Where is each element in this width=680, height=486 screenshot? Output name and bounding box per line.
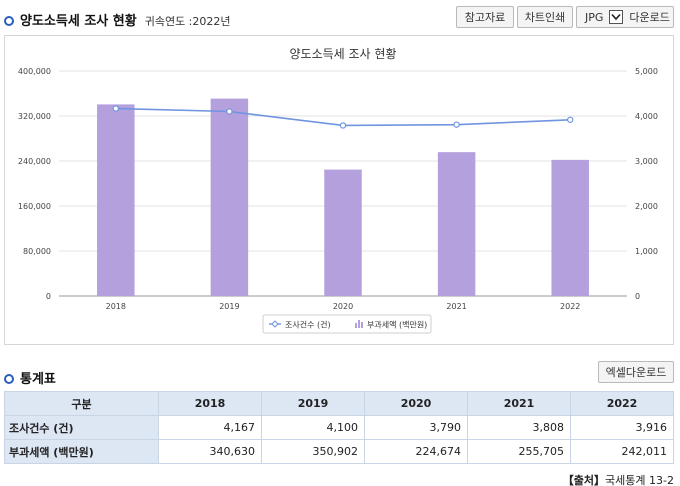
y-right-tick-label: 1,000 (635, 247, 658, 256)
table-header-row: 구분 2018 2019 2020 2021 2022 (4, 391, 674, 416)
row-label: 부과세액 (백만원) (4, 439, 159, 464)
table-cell: 340,630 (158, 439, 262, 464)
chart-bar (210, 98, 249, 296)
source-note: 【출처】국세통계 13-2 (563, 472, 674, 486)
y-right-tick-label: 0 (635, 292, 640, 301)
year-label: 귀속연도 :2022년 (144, 15, 231, 28)
stats-section-header: 통계표 (4, 368, 56, 387)
source-text: 국세통계 13-2 (605, 474, 674, 486)
source-prefix: 【출처】 (562, 474, 606, 486)
y-left-tick-label: 80,000 (23, 247, 51, 256)
x-tick-label: 2018 (106, 302, 126, 311)
format-select-value[interactable]: JPG (585, 10, 604, 24)
legend-bar-icon (355, 323, 357, 328)
table-corner-header: 구분 (4, 391, 159, 416)
download-button[interactable]: 다운로드 (629, 11, 670, 24)
y-right-tick-label: 2,000 (635, 202, 658, 211)
x-tick-label: 2021 (446, 302, 466, 311)
column-header: 2021 (467, 391, 571, 416)
y-right-tick-label: 4,000 (635, 112, 658, 121)
page-title: 양도소득세 조사 현황 (20, 14, 137, 29)
section-bullet-icon (4, 374, 14, 384)
section-bullet-icon (4, 16, 14, 26)
chart-point (226, 108, 233, 115)
legend-marker-icon (271, 320, 279, 328)
table-cell: 4,167 (158, 415, 262, 440)
excel-download-button[interactable]: 엑셀다운로드 (598, 361, 674, 383)
chart-point (453, 121, 460, 128)
column-header: 2018 (158, 391, 262, 416)
chart-point (339, 122, 347, 129)
y-left-tick-label: 240,000 (18, 157, 51, 166)
chart-section-header: 양도소득세 조사 현황 귀속연도 :2022년 (4, 10, 231, 29)
format-selector: JPG 다운로드 (576, 6, 674, 28)
y-left-tick-label: 160,000 (18, 202, 51, 211)
legend-bar-icon (358, 320, 360, 328)
column-header: 2022 (570, 391, 674, 416)
chart-bar (551, 159, 589, 296)
x-tick-label: 2020 (333, 302, 353, 311)
y-right-tick-label: 3,000 (635, 157, 658, 166)
table-row: 조사건수 (건) 4,167 4,100 3,790 3,808 3,916 (4, 415, 674, 440)
table-row: 부과세액 (백만원) 340,630 350,902 224,674 255,7… (4, 439, 674, 464)
stats-title: 통계표 (20, 372, 56, 387)
stats-table: 구분 2018 2019 2020 2021 2022 조사건수 (건) 4,1… (4, 391, 674, 464)
legend-bar-icon (361, 322, 363, 328)
y-left-tick-label: 0 (46, 292, 51, 301)
legend-box (262, 314, 432, 334)
x-tick-label: 2019 (219, 302, 239, 311)
table-cell: 242,011 (570, 439, 674, 464)
y-left-tick-label: 400,000 (18, 67, 51, 76)
combo-chart: 양도소득세 조사 현황 0 0 80,000 1,000 160,000 2,000 240,… (18, 47, 658, 334)
chart-bar (324, 169, 362, 296)
chart-bar (97, 104, 135, 296)
table-cell: 224,674 (364, 439, 468, 464)
chart-point (567, 116, 574, 123)
print-chart-button[interactable]: 차트인쇄 (517, 6, 573, 28)
x-tick-label: 2022 (560, 302, 580, 311)
table-cell: 350,902 (261, 439, 365, 464)
table-cell: 255,705 (467, 439, 571, 464)
chart-bar (437, 152, 476, 296)
table-cell: 3,790 (364, 415, 468, 440)
y-left-tick-label: 320,000 (18, 112, 51, 121)
y-right-tick-label: 5,000 (635, 67, 658, 76)
table-cell: 3,916 (570, 415, 674, 440)
table-cell: 4,100 (261, 415, 365, 440)
table-cell: 3,808 (467, 415, 571, 440)
legend-label: 부과세액 (백만원) (367, 320, 427, 330)
chart-title: 양도소득세 조사 현황 (290, 47, 397, 61)
row-label: 조사건수 (건) (4, 415, 159, 440)
column-header: 2019 (261, 391, 365, 416)
column-header: 2020 (364, 391, 468, 416)
chart-panel: 양도소득세 조사 현황 0 0 80,000 1,000 160,000 2,000 240,… (4, 35, 674, 345)
chevron-down-icon[interactable] (609, 10, 624, 24)
chart-point (112, 105, 120, 112)
reference-button[interactable]: 참고자료 (456, 6, 514, 28)
legend-label: 조사건수 (건) (285, 320, 331, 330)
